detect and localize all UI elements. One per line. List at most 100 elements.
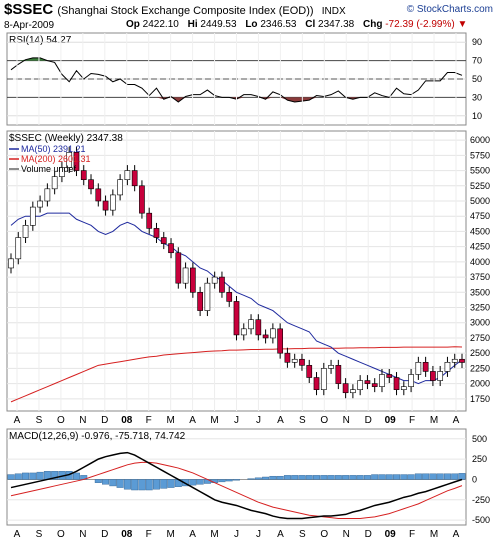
- macd-tick-label: 0: [472, 474, 477, 484]
- macd-x-tick-label: D: [365, 529, 372, 540]
- price-tick-label: 4250: [470, 242, 490, 252]
- x-tick-label: M: [430, 415, 438, 426]
- macd-histogram-bar: [29, 472, 37, 480]
- price-tick-label: 5250: [470, 181, 490, 191]
- price-tick-label: 3750: [470, 272, 490, 282]
- candle-body: [80, 170, 87, 180]
- macd-histogram-bar: [283, 475, 291, 480]
- macd-histogram-bar: [363, 475, 371, 480]
- macd-histogram-bar: [247, 478, 255, 480]
- candle-body: [153, 228, 160, 238]
- x-tick-label: N: [343, 415, 350, 426]
- close-value: 2347.38: [318, 19, 355, 30]
- macd-histogram-bar: [116, 479, 124, 488]
- price-tick-label: 2750: [470, 333, 490, 343]
- candle-body: [408, 374, 414, 387]
- candle-body: [15, 237, 22, 260]
- macd-x-tick-label: A: [14, 529, 21, 540]
- brand-watermark: © StockCharts.com: [406, 4, 493, 15]
- candle-body: [240, 328, 247, 336]
- macd-histogram-bar: [254, 477, 262, 480]
- x-tick-label: S: [299, 415, 306, 426]
- rsi-tick-label: 90: [472, 37, 482, 47]
- x-tick-label: F: [409, 415, 415, 426]
- macd-x-tick-label: N: [343, 529, 350, 540]
- candle-body: [29, 206, 36, 226]
- x-tick-label: D: [365, 415, 372, 426]
- macd-histogram-bar: [109, 479, 117, 487]
- macd-histogram-bar: [225, 479, 233, 482]
- macd-histogram-bar: [429, 473, 437, 480]
- macd-histogram-bar: [349, 475, 357, 480]
- macd-histogram-bar: [189, 479, 197, 486]
- macd-histogram-bar: [102, 479, 110, 485]
- x-tick-label: N: [79, 415, 86, 426]
- candle-body: [109, 194, 116, 211]
- candle-body: [415, 362, 422, 375]
- legend-entry: MA(200) 2601.31: [21, 154, 91, 164]
- x-tick-label: O: [320, 415, 328, 426]
- macd-histogram-bar: [298, 475, 306, 480]
- macd-x-tick-label: A: [189, 529, 196, 540]
- price-tick-label: 5000: [470, 196, 490, 206]
- macd-histogram-bar: [305, 475, 313, 480]
- candle-body: [168, 243, 174, 254]
- candle-body: [73, 152, 80, 171]
- macd-histogram-bar: [393, 474, 401, 480]
- macd-x-tick-label: S: [36, 529, 43, 540]
- symbol: $SSEC: [4, 1, 54, 18]
- candle-body: [371, 383, 378, 387]
- macd-line: [10, 451, 463, 520]
- candle-body: [364, 380, 371, 384]
- high-label: Hi: [187, 19, 198, 30]
- macd-histogram-bar: [422, 473, 430, 480]
- price-tick-label: 2250: [470, 363, 490, 373]
- macd-tick-label: -500: [472, 515, 490, 525]
- candle-body: [270, 328, 276, 339]
- close-label: Cl: [305, 19, 316, 30]
- macd-histogram-bar: [262, 476, 270, 480]
- macd-histogram-bar: [153, 479, 160, 490]
- price-tick-label: 4000: [470, 257, 490, 267]
- candle-body: [393, 377, 400, 390]
- candle-body: [357, 380, 364, 390]
- candle-body: [88, 179, 94, 190]
- candle-body: [299, 358, 305, 366]
- macd-x-tick-label: A: [453, 529, 460, 540]
- x-tick-label: J: [256, 415, 261, 426]
- macd-x-tick-label: M: [430, 529, 438, 540]
- ma50-line: [10, 212, 463, 385]
- candle-body: [146, 212, 153, 229]
- candle-body: [350, 389, 356, 394]
- change-arrow-icon: ▼: [457, 19, 468, 30]
- legend-entry: MA(50) 2391.21: [21, 144, 86, 154]
- price-tick-label: 3250: [470, 303, 490, 313]
- candle-body: [262, 334, 269, 339]
- price-tick-label: 3000: [470, 318, 490, 328]
- macd-histogram-bar: [22, 472, 30, 480]
- candle-body: [226, 292, 233, 302]
- macd-x-tick-label: J: [234, 529, 239, 540]
- macd-histogram-bar: [414, 473, 422, 480]
- price-tick-label: 3500: [470, 287, 490, 297]
- x-tick-label: A: [453, 415, 460, 426]
- candle-body: [44, 188, 51, 202]
- macd-histogram-bar: [160, 479, 168, 489]
- macd-histogram-bar: [443, 473, 451, 480]
- macd-histogram-bar: [451, 473, 459, 480]
- macd-histogram-bar: [407, 474, 415, 480]
- macd-x-tick-label: N: [79, 529, 86, 540]
- quote-line: Op 2422.10 Hi 2449.53 Lo 2346.53 Cl 2347…: [120, 19, 467, 30]
- macd-histogram-bar: [7, 474, 15, 480]
- macd-x-tick-label: M: [166, 529, 174, 540]
- macd-histogram-bar: [218, 479, 226, 483]
- candle-body: [430, 371, 436, 381]
- low-label: Lo: [245, 19, 258, 30]
- macd-histogram-bar: [378, 474, 386, 480]
- macd-histogram-bar: [371, 474, 379, 480]
- price-title: $SSEC (Weekly) 2347.38: [9, 133, 123, 144]
- macd-x-tick-label: S: [299, 529, 306, 540]
- ma200-line: [10, 346, 463, 403]
- x-tick-label: A: [14, 415, 21, 426]
- candle-body: [444, 362, 451, 372]
